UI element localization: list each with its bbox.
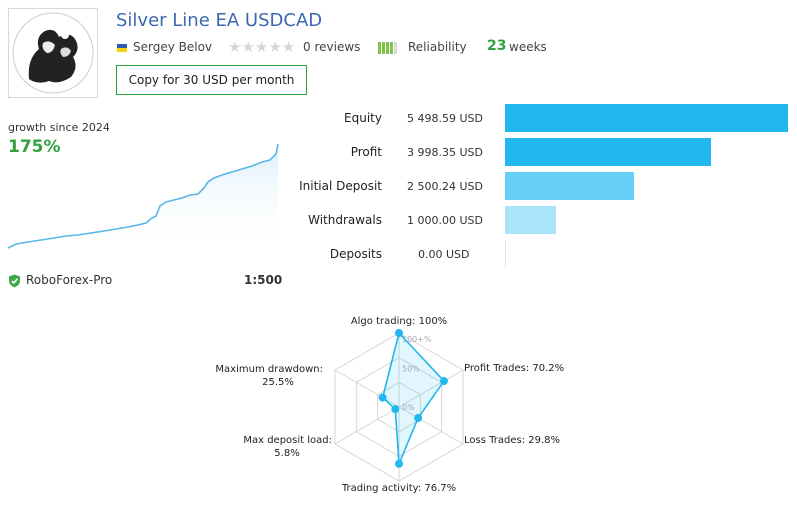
- radar-data-point: [395, 459, 403, 468]
- radar-chart: 100+% 50% 0% Algo trading: 100% Profit Trade…: [215, 316, 564, 494]
- weeks-value: 23: [487, 38, 507, 54]
- country-flag-icon: [117, 44, 127, 52]
- radar-axis-label: Max deposit load:: [243, 435, 332, 446]
- radar-axis-label: Maximum drawdown:: [215, 364, 323, 375]
- weeks-label: weeks: [509, 40, 547, 54]
- stat-label: Initial Deposit: [299, 179, 382, 193]
- stat-label: Withdrawals: [308, 213, 382, 227]
- stat-bar: [505, 240, 506, 268]
- author-avatar[interactable]: [8, 8, 98, 98]
- radar-axis-value: 5.8%: [274, 448, 299, 459]
- radar-data-point: [439, 377, 448, 386]
- radar-axis-value: 25.5%: [262, 377, 294, 388]
- radar-scale-label: 0%: [402, 403, 415, 412]
- stat-value: 2 500.24 USD: [407, 180, 483, 193]
- stat-bar: [505, 206, 556, 234]
- radar-spoke: [398, 406, 464, 445]
- radar-data-point: [414, 414, 423, 423]
- copy-subscribe-button[interactable]: Copy for 30 USD per month: [116, 65, 307, 95]
- page-title[interactable]: Silver Line EA USDCAD: [116, 10, 323, 31]
- stat-bar: [505, 138, 711, 166]
- stat-value: 3 998.35 USD: [407, 146, 483, 159]
- stat-value: 0.00 USD: [418, 248, 470, 261]
- growth-label: growth since 2024: [8, 121, 110, 134]
- radar-data-point: [395, 329, 403, 337]
- stat-value: 1 000.00 USD: [407, 214, 483, 227]
- leverage-value: 1:500: [244, 273, 283, 287]
- author-name[interactable]: Sergey Belov: [133, 40, 213, 54]
- stat-label: Equity: [344, 111, 382, 125]
- radar-scale-label: 50%: [402, 364, 420, 373]
- radar-spoke: [334, 369, 400, 408]
- radar-axis-label: Loss Trades: 29.8%: [464, 435, 560, 446]
- reviews-count[interactable]: 0 reviews: [303, 40, 361, 54]
- radar-data-point: [391, 405, 400, 414]
- radar-axis-label: Trading activity: 76.7%: [341, 483, 456, 494]
- radar-scale-label: 100+%: [402, 335, 432, 344]
- rating-stars-icon: ★★★★★: [228, 38, 296, 56]
- radar-axis-label: Algo trading: 100%: [351, 316, 447, 327]
- radar-spoke: [334, 406, 400, 445]
- radar-axis-label: Profit Trades: 70.2%: [464, 363, 564, 374]
- stat-bar: [505, 172, 634, 200]
- stat-value: 5 498.59 USD: [407, 112, 483, 125]
- growth-value: 175%: [8, 137, 61, 157]
- reliability-bars-icon: [378, 42, 400, 54]
- stat-label: Profit: [350, 145, 382, 159]
- reliability-label: Reliability: [408, 40, 467, 54]
- verified-shield-icon: [9, 274, 20, 288]
- radar-data-point: [378, 393, 387, 402]
- stat-label: Deposits: [329, 247, 382, 261]
- growth-line: [7, 143, 279, 249]
- radar-spoke: [398, 369, 464, 408]
- growth-area: [8, 144, 278, 252]
- radar-data-polygon: [381, 331, 446, 465]
- broker-name[interactable]: RoboForex-Pro: [26, 273, 113, 287]
- growth-mini-chart[interactable]: [6, 140, 281, 252]
- stat-bar: [505, 104, 788, 132]
